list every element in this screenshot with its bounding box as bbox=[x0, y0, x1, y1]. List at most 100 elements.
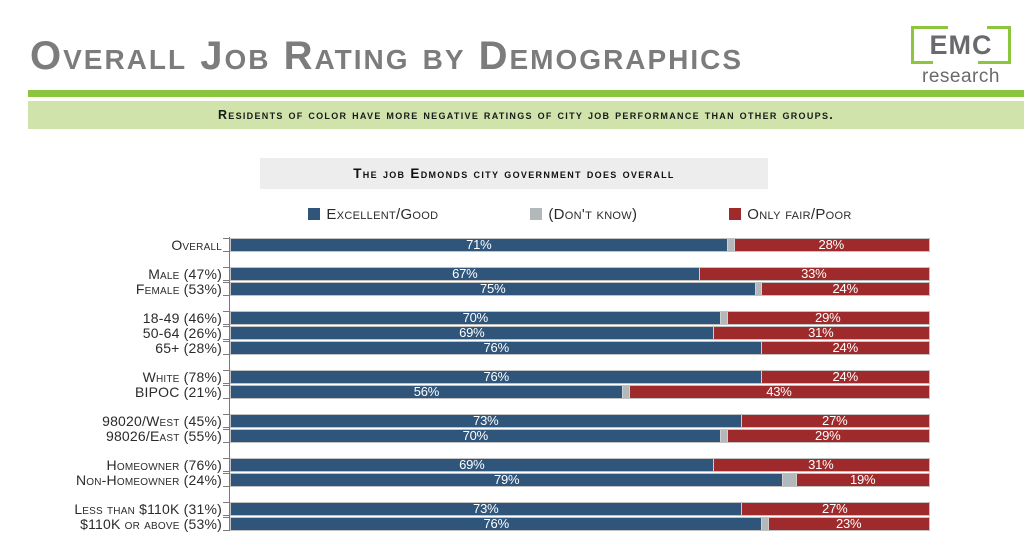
segment-only-fair-poor: 28% bbox=[733, 238, 929, 251]
segment-excellent-good: 76% bbox=[231, 369, 762, 384]
segment-only-fair-poor: 29% bbox=[726, 310, 929, 325]
value-label: 31% bbox=[808, 457, 834, 472]
value-label: 76% bbox=[483, 340, 510, 355]
axis-tick bbox=[223, 442, 230, 443]
bar-row: $110K or above (53%) 76% 23% bbox=[0, 517, 930, 531]
category-label: 50-64 (26%) bbox=[142, 325, 222, 341]
axis-tick bbox=[223, 517, 230, 518]
stacked-bar: 69% 31% bbox=[223, 325, 930, 340]
axis-tick bbox=[223, 383, 230, 384]
category-label: Less than $110K (31%) bbox=[74, 501, 222, 517]
segment-excellent-good: 70% bbox=[231, 311, 720, 324]
axis-tick bbox=[223, 458, 230, 459]
segment-only-fair-poor: 24% bbox=[761, 369, 929, 384]
chart-rows: Overall 71% 28% Male (47%) 67% 33% Female (53%… bbox=[0, 238, 930, 531]
segment-only-fair-poor: 33% bbox=[698, 267, 929, 280]
axis-tick bbox=[223, 429, 230, 430]
segment-only-fair-poor: 27% bbox=[740, 413, 929, 428]
value-label: 24% bbox=[832, 369, 859, 384]
axis-tick bbox=[223, 324, 230, 325]
category-label: Homeowner (76%) bbox=[106, 457, 222, 473]
value-label: 67% bbox=[452, 266, 478, 281]
value-label: 19% bbox=[849, 472, 876, 487]
value-label: 75% bbox=[480, 281, 506, 296]
segment-excellent-good: 75% bbox=[231, 281, 755, 296]
axis-tick bbox=[223, 354, 230, 355]
logo-text-emc: EMC bbox=[929, 29, 993, 60]
segment-excellent-good: 70% bbox=[231, 429, 720, 442]
stacked-bar: 71% 28% bbox=[223, 238, 930, 252]
category-label: 98020/West (45%) bbox=[102, 413, 222, 429]
axis-tick bbox=[223, 502, 230, 503]
category-label: $110K or above (53%) bbox=[80, 516, 222, 532]
value-label: 29% bbox=[815, 310, 841, 325]
axis-tick bbox=[223, 471, 230, 472]
axis-tick bbox=[223, 370, 230, 371]
chart-title-box: The job Edmonds city government does ove… bbox=[260, 158, 768, 189]
stacked-bar: 76% 24% bbox=[223, 369, 930, 384]
segment-dont-know bbox=[754, 283, 762, 295]
axis-tick bbox=[223, 280, 230, 281]
legend-label-excellent-good: Excellent/Good bbox=[326, 205, 439, 223]
legend-swatch-dont-know bbox=[530, 208, 543, 220]
value-label: 29% bbox=[815, 428, 841, 443]
category-label: 98026/East (55%) bbox=[105, 428, 222, 444]
value-label: 73% bbox=[473, 501, 499, 516]
chart-title: The job Edmonds city government does ove… bbox=[353, 166, 675, 181]
axis-tick bbox=[223, 427, 230, 428]
legend-item-only-fair-poor: Only fair/Poor bbox=[729, 206, 851, 223]
axis-tick bbox=[223, 267, 230, 268]
bar-group: 18-49 (46%) 70% 29% 50-64 (26%) 69% 31% 65+ (2… bbox=[0, 311, 930, 355]
segment-dont-know bbox=[782, 474, 797, 486]
stacked-bar: 76% 24% bbox=[223, 340, 930, 355]
axis-tick bbox=[223, 530, 230, 531]
legend-swatch-only-fair-poor bbox=[729, 208, 742, 220]
segment-excellent-good: 56% bbox=[231, 385, 622, 398]
segment-excellent-good: 71% bbox=[231, 238, 727, 251]
axis-tick bbox=[223, 385, 230, 386]
bar-row: 18-49 (46%) 70% 29% bbox=[0, 311, 930, 325]
segment-excellent-good: 76% bbox=[231, 340, 762, 355]
segment-excellent-good: 73% bbox=[231, 501, 741, 516]
segment-excellent-good: 67% bbox=[231, 266, 699, 281]
segment-excellent-good: 69% bbox=[231, 457, 713, 472]
axis-tick bbox=[223, 473, 230, 474]
axis-tick bbox=[223, 398, 230, 399]
segment-excellent-good: 79% bbox=[231, 472, 783, 487]
segment-dont-know bbox=[719, 430, 727, 442]
value-label: 31% bbox=[808, 325, 834, 340]
divider-bar bbox=[28, 90, 1024, 97]
category-label: 65+ (28%) bbox=[155, 340, 222, 356]
bar-row: Overall 71% 28% bbox=[0, 238, 930, 252]
bar-row: 65+ (28%) 76% 24% bbox=[0, 341, 930, 355]
stacked-bar: 79% 19% bbox=[223, 472, 930, 487]
value-label: 76% bbox=[483, 369, 510, 384]
page-title: Overall Job Rating by Demographics bbox=[30, 34, 744, 78]
category-label: Non-Homeowner (24%) bbox=[75, 472, 222, 488]
axis-tick bbox=[223, 295, 230, 296]
axis-tick bbox=[223, 326, 230, 327]
segment-only-fair-poor: 31% bbox=[712, 325, 929, 340]
bar-group: White (78%) 76% 24% BIPOC (21%) 56% 43% bbox=[0, 370, 930, 399]
stacked-bar: 76% 23% bbox=[223, 516, 930, 531]
logo-frame-gap bbox=[947, 26, 988, 29]
legend-item-dont-know: (Don't know) bbox=[530, 206, 637, 223]
category-label: Female (53%) bbox=[135, 281, 222, 297]
value-label: 27% bbox=[822, 413, 848, 428]
value-label: 69% bbox=[459, 457, 485, 472]
stacked-bar: 70% 29% bbox=[223, 310, 930, 325]
stacked-bar: 67% 33% bbox=[223, 266, 930, 281]
segment-dont-know bbox=[761, 518, 769, 530]
segment-only-fair-poor: 27% bbox=[740, 502, 929, 515]
segment-only-fair-poor: 43% bbox=[628, 385, 929, 398]
value-label: 23% bbox=[835, 516, 862, 531]
axis-tick bbox=[223, 515, 230, 516]
segment-only-fair-poor: 29% bbox=[726, 428, 929, 443]
segment-excellent-good: 69% bbox=[231, 326, 713, 339]
value-label: 79% bbox=[493, 472, 520, 487]
category-label: White (78%) bbox=[142, 369, 222, 385]
bar-row: 98026/East (55%) 70% 29% bbox=[0, 429, 930, 443]
category-label: 18-49 (46%) bbox=[142, 310, 222, 326]
logo-bracket-frame: EMC bbox=[911, 26, 1011, 64]
